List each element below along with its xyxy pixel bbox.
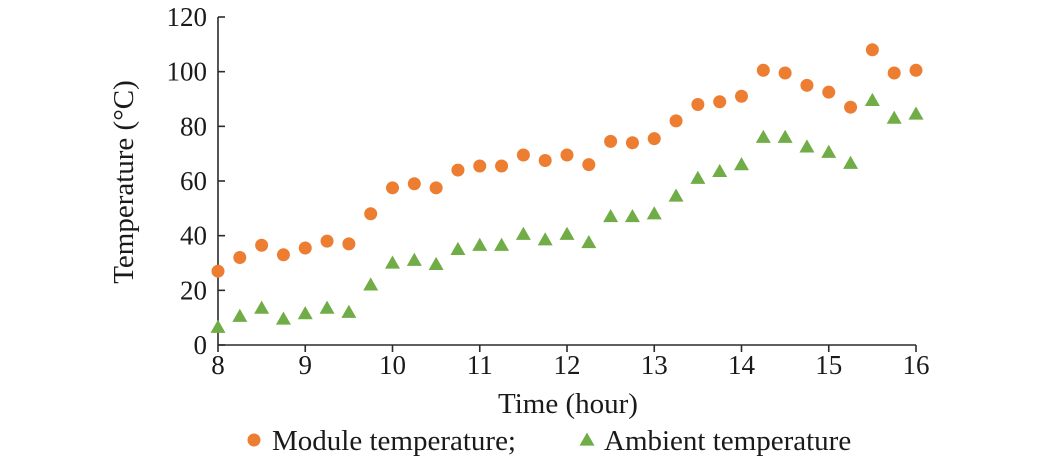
module-temperature-point [691, 97, 705, 111]
legend-module-label: Module temperature; [272, 425, 516, 457]
module-temperature-point [364, 207, 378, 221]
module-temperature-point [451, 163, 465, 177]
y-axis-title: Temperature (°C) [108, 80, 140, 284]
x-tick-label: 8 [211, 350, 225, 380]
module-temperature-point [429, 181, 443, 195]
ambient-temperature-point [254, 300, 270, 314]
ambient-temperature-point [624, 209, 640, 223]
y-tick-label: 80 [180, 111, 207, 141]
module-temperature-point [233, 251, 247, 265]
ambient-temperature-point [275, 311, 291, 325]
module-temperature-point [909, 63, 923, 77]
x-tick-label: 10 [379, 350, 406, 380]
ambient-temperature-point [603, 209, 619, 223]
module-temperature-point [713, 95, 727, 109]
ambient-temperature-point [297, 306, 313, 320]
ambient-temperature-point [886, 110, 902, 124]
x-tick-label: 16 [903, 350, 930, 380]
ambient-temperature-point [472, 237, 488, 251]
ambient-temperature-point [232, 308, 248, 322]
x-tick-label: 12 [554, 350, 581, 380]
module-temperature-point [255, 238, 269, 252]
module-temperature-point [887, 66, 901, 80]
ambient-temperature-point [799, 139, 815, 153]
module-temperature-point [211, 264, 225, 278]
module-temperature-point [538, 154, 552, 167]
ambient-temperature-point [755, 129, 771, 143]
x-tick-label: 13 [641, 350, 668, 380]
legend-module-marker [247, 433, 261, 447]
module-temperature-point [495, 159, 509, 173]
series-module-temperature [211, 43, 923, 278]
ambient-temperature-point [668, 188, 684, 202]
legend-ambient-marker [579, 432, 595, 446]
ambient-temperature-point [646, 206, 662, 220]
ambient-temperature-point [319, 300, 335, 314]
y-tick-label: 100 [167, 57, 208, 87]
module-temperature-point [822, 85, 836, 99]
module-temperature-point [778, 66, 792, 80]
x-tick-label: 9 [299, 350, 313, 380]
ambient-temperature-point [363, 277, 379, 291]
ambient-temperature-point [210, 319, 226, 333]
module-temperature-point [342, 237, 356, 251]
ambient-temperature-point [821, 144, 837, 158]
ambient-temperature-point [494, 237, 510, 251]
module-temperature-point [320, 234, 334, 248]
ambient-temperature-point [734, 157, 749, 171]
legend: Module temperature; Ambient temperature [247, 425, 851, 457]
module-temperature-point [735, 89, 748, 103]
ambient-temperature-point [864, 92, 880, 106]
legend-ambient-label: Ambient temperature [604, 425, 851, 457]
ambient-temperature-point [581, 235, 597, 249]
x-tick-label: 15 [815, 350, 842, 380]
ambient-temperature-point [843, 155, 859, 169]
ambient-temperature-point [341, 304, 357, 318]
x-axis-title: Time (hour) [498, 388, 638, 420]
module-temperature-point [560, 148, 574, 162]
y-tick-label: 0 [194, 330, 208, 360]
module-temperature-point [407, 177, 421, 191]
y-tick-label: 120 [167, 2, 208, 32]
ambient-temperature-point [406, 252, 422, 266]
module-temperature-point [604, 134, 618, 148]
module-temperature-point [473, 159, 487, 173]
ambient-temperature-point [385, 255, 400, 269]
ambient-temperature-point [908, 106, 924, 120]
ambient-temperature-point [777, 129, 793, 143]
module-temperature-point [800, 78, 814, 92]
ambient-temperature-point [559, 226, 575, 240]
module-temperature-point [582, 158, 596, 172]
ambient-temperature-point [690, 170, 706, 184]
module-temperature-point [647, 132, 661, 146]
module-temperature-point [386, 181, 399, 195]
series-ambient-temperature [210, 92, 924, 333]
module-temperature-point [625, 136, 639, 150]
module-temperature-point [298, 241, 312, 255]
module-temperature-point [276, 248, 290, 262]
ambient-temperature-point [428, 256, 444, 270]
y-tick-label: 40 [180, 221, 207, 251]
module-temperature-point [865, 43, 879, 57]
ambient-temperature-point [537, 232, 553, 246]
ambient-temperature-point [515, 226, 531, 240]
module-temperature-point [669, 114, 683, 128]
module-temperature-point [756, 63, 770, 77]
plot-area: 0 20 40 60 80 100 120 8 9 10 11 12 13 14 15 16 [167, 2, 930, 380]
module-temperature-point [516, 148, 530, 162]
ambient-temperature-point [712, 163, 728, 178]
ambient-temperature-point [450, 241, 466, 255]
module-temperature-point [844, 100, 858, 114]
x-tick-label: 11 [467, 350, 493, 380]
x-tick-label: 14 [728, 350, 756, 380]
y-tick-label: 20 [180, 275, 207, 305]
y-tick-label: 60 [180, 166, 207, 196]
